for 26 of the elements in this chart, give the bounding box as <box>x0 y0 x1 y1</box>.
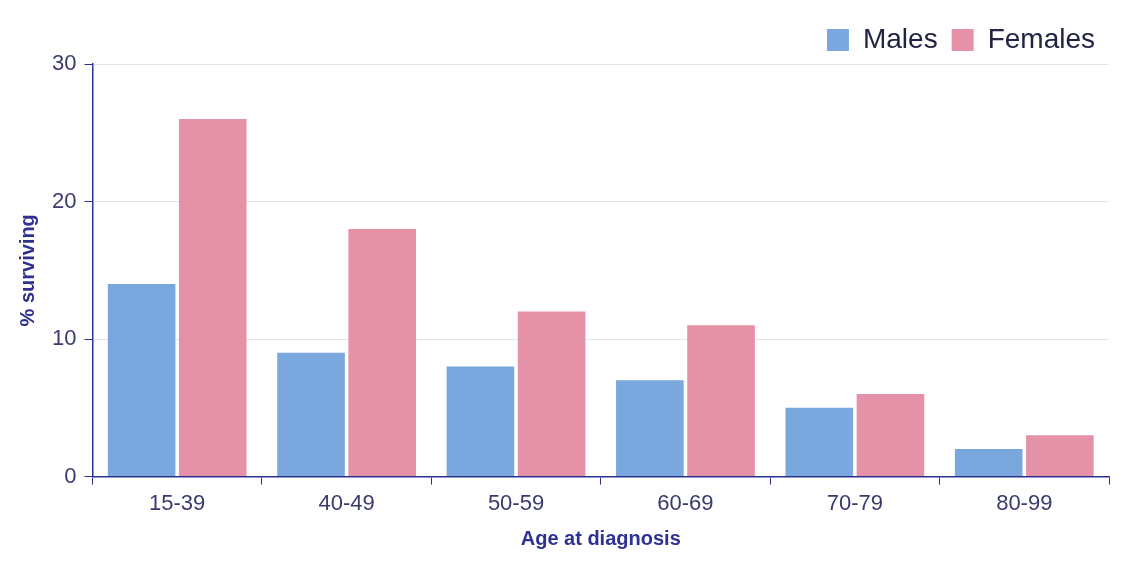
bar <box>107 284 176 477</box>
bar <box>785 407 854 477</box>
x-tick-label: 15-39 <box>149 489 206 515</box>
legend-label: Females <box>987 22 1096 54</box>
bar <box>616 380 684 477</box>
bar <box>446 366 515 477</box>
y-tick-label: 30 <box>51 50 77 76</box>
y-tick-label: 10 <box>51 325 77 351</box>
bar <box>348 229 416 477</box>
y-tick-label: 0 <box>64 462 77 488</box>
x-axis-title: Age at diagnosis <box>520 526 681 549</box>
y-axis-title: % surviving <box>15 214 38 327</box>
x-tick-label: 70-79 <box>826 489 884 515</box>
bar <box>178 119 247 477</box>
x-tick-label: 40-49 <box>318 489 375 515</box>
bar <box>856 394 925 477</box>
x-tick-label: 50-59 <box>487 489 545 515</box>
x-tick-label: 60-69 <box>657 489 714 515</box>
y-tick-label: 20 <box>51 187 77 213</box>
bar <box>687 325 755 477</box>
legend-label: Males <box>862 22 938 54</box>
bar <box>1026 435 1094 477</box>
bar <box>954 449 1023 477</box>
bar <box>517 311 586 477</box>
bar <box>277 352 345 477</box>
x-tick-label: 80-99 <box>996 489 1053 515</box>
